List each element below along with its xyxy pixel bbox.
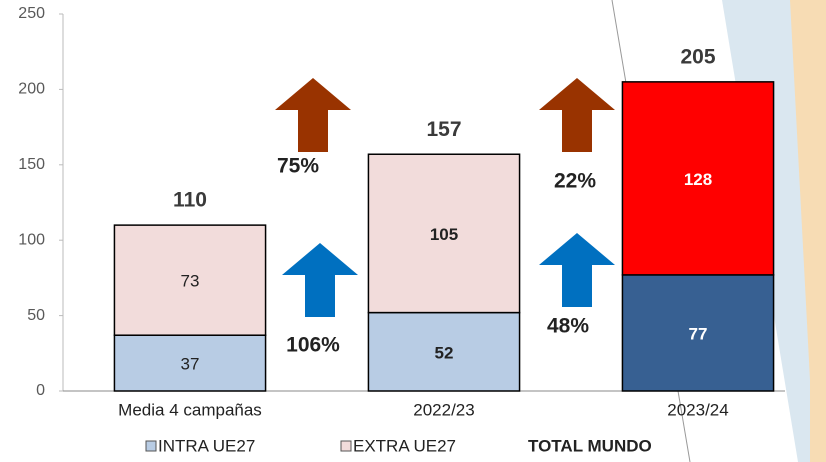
- growth-label: 106%: [286, 334, 340, 357]
- bar-segment: [621, 274, 775, 392]
- y-tick-label: 250: [18, 5, 45, 22]
- legend-swatch: [340, 440, 352, 452]
- growth-arrow: [539, 78, 615, 152]
- growth-label: 22%: [554, 170, 596, 193]
- bar-segment: [113, 334, 267, 392]
- data-label: 105: [430, 225, 458, 244]
- data-label: 52: [435, 343, 454, 362]
- legend-label: EXTRA UE27: [353, 436, 456, 455]
- legend-swatch: [145, 440, 157, 452]
- x-tick-label: Media 4 campañas: [118, 400, 262, 419]
- x-tick-label: 2023/24: [667, 400, 728, 419]
- growth-arrow: [275, 78, 351, 152]
- data-label: 37: [181, 355, 200, 374]
- y-tick-label: 50: [27, 307, 45, 324]
- y-tick-label: 0: [36, 382, 45, 399]
- total-label: 205: [680, 45, 715, 68]
- growth-arrow: [282, 243, 358, 317]
- total-label: 110: [173, 189, 207, 212]
- y-tick-label: 150: [18, 156, 45, 173]
- bar-segment: [367, 153, 521, 314]
- x-tick-label: 2022/23: [413, 400, 474, 419]
- y-tick-label: 100: [18, 231, 45, 248]
- growth-arrow: [539, 233, 615, 307]
- bar-segment: [113, 224, 267, 336]
- legend-label: INTRA UE27: [158, 436, 255, 455]
- y-tick-label: 200: [18, 81, 45, 98]
- total-label: 157: [426, 118, 461, 141]
- bar-segment: [621, 81, 775, 276]
- background-stripe: [790, 0, 826, 462]
- data-label: 73: [181, 272, 200, 291]
- data-label: 128: [684, 170, 712, 189]
- data-label: 77: [689, 324, 708, 343]
- growth-label: 48%: [547, 315, 589, 338]
- bar-segment: [367, 311, 521, 392]
- growth-label: 75%: [277, 155, 319, 178]
- legend-label: TOTAL MUNDO: [528, 436, 652, 455]
